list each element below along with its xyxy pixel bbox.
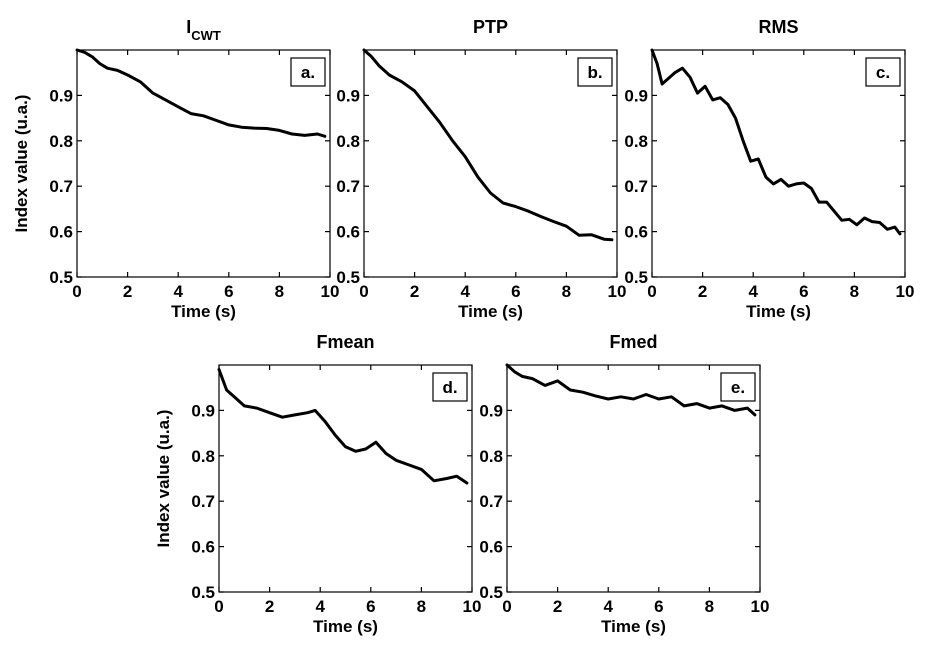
panel-5: 0 2 4 6 8 10 0.5 0.6 0.7 0.8 0.9 Fmed e. Time (s) [479,332,769,636]
x-tick-label: 6 [799,282,808,301]
panel-title: RMS [759,17,799,37]
x-tick-label: 10 [751,597,770,616]
x-tick-label: 8 [417,597,426,616]
y-tick-label: 0.8 [191,447,215,466]
y-tick-label: 0.6 [49,223,73,242]
x-tick-label: 0 [72,282,81,301]
panel-tag: b. [587,63,602,82]
panel-tag: c. [876,63,890,82]
x-axis-label: Time (s) [458,302,523,321]
panel-title-text: I [186,17,191,37]
x-tick-label: 6 [511,282,520,301]
y-axis-label: Index value (u.a.) [12,95,31,233]
y-tick-label: 0.7 [49,177,73,196]
x-tick-label: 0 [647,282,656,301]
panel-title-text: RMS [759,17,799,37]
x-axis-label: Time (s) [601,617,666,636]
y-tick-label: 0.9 [49,86,73,105]
y-tick-label: 0.7 [336,177,360,196]
panel-tag-box [720,372,756,402]
x-tick-label: 4 [603,597,613,616]
x-axis-label: Time (s) [171,302,236,321]
x-tick-label: 0 [359,282,368,301]
x-tick-label: 4 [748,282,758,301]
panel-title: Fmean [316,332,374,352]
panel-tag-box [432,372,468,402]
x-tick-label: 6 [366,597,375,616]
y-tick-label: 0.5 [191,583,215,602]
series-line [650,48,902,236]
y-tick-label: 0.7 [191,492,215,511]
y-tick-label: 0.7 [479,492,503,511]
x-tick-label: 0 [502,597,511,616]
axes-frame [363,49,618,278]
y-tick-label: 0.5 [336,268,360,287]
panel-2: 0 2 4 6 8 10 0.5 0.6 0.7 0.8 0.9 PTP b. Time (s) [336,17,626,321]
axes-frame [76,49,331,278]
panel-title: PTP [473,17,508,37]
x-tick-label: 10 [896,282,915,301]
axes-frame [506,364,761,593]
axes-frame [218,364,473,593]
x-axis-label: Time (s) [746,302,811,321]
series-line [217,368,469,485]
panel-tag-box [290,57,326,87]
y-tick-label: 0.6 [479,538,503,557]
y-tick-label: 0.5 [479,583,503,602]
y-tick-label: 0.9 [191,401,215,420]
x-tick-label: 2 [123,282,132,301]
panel-title: Fmed [609,332,657,352]
series-line [75,48,327,138]
panel-title-text: Fmean [316,332,374,352]
x-tick-label: 8 [275,282,284,301]
panel-4: 0 2 4 6 8 10 0.5 0.6 0.7 0.8 0.9 Fmean d. Time (s) Ind… [154,332,481,636]
x-axis-label: Time (s) [313,617,378,636]
y-tick-label: 0.6 [336,223,360,242]
panel-tag-box [865,57,901,87]
series-line [362,48,614,242]
panel-tag: e. [731,378,745,397]
x-tick-label: 4 [315,597,325,616]
panel-tag-box [577,57,613,87]
panel-title-subscript: CWT [191,28,221,43]
x-tick-label: 4 [173,282,183,301]
y-tick-label: 0.8 [336,132,360,151]
panel-title-text: PTP [473,17,508,37]
x-tick-label: 2 [698,282,707,301]
y-tick-label: 0.5 [624,268,648,287]
x-tick-label: 10 [608,282,627,301]
x-tick-label: 8 [850,282,859,301]
x-tick-label: 10 [321,282,340,301]
x-tick-label: 0 [214,597,223,616]
y-tick-label: 0.9 [479,401,503,420]
panel-title: ICWT [186,17,221,43]
x-tick-label: 6 [654,597,663,616]
y-tick-label: 0.9 [624,86,648,105]
series-line [505,363,757,417]
y-tick-label: 0.6 [624,223,648,242]
y-axis-label: Index value (u.a.) [154,410,173,548]
y-tick-label: 0.9 [336,86,360,105]
x-tick-label: 10 [463,597,482,616]
x-tick-label: 6 [224,282,233,301]
y-tick-label: 0.8 [624,132,648,151]
y-tick-label: 0.5 [49,268,73,287]
axes-frame [651,49,906,278]
x-tick-label: 2 [265,597,274,616]
panel-1: 0 2 4 6 8 10 0.5 0.6 0.7 0.8 0.9 ICWT a. Time (s) Inde… [12,17,339,321]
x-tick-label: 2 [410,282,419,301]
y-tick-label: 0.6 [191,538,215,557]
panel-title-text: Fmed [609,332,657,352]
panel-tag: a. [301,63,315,82]
x-tick-label: 8 [562,282,571,301]
x-tick-label: 2 [553,597,562,616]
panel-3: 0 2 4 6 8 10 0.5 0.6 0.7 0.8 0.9 RMS c. Time (s) [624,17,914,321]
y-tick-label: 0.8 [49,132,73,151]
y-tick-label: 0.8 [479,447,503,466]
y-tick-label: 0.7 [624,177,648,196]
panel-tag: d. [442,378,457,397]
x-tick-label: 4 [460,282,470,301]
x-tick-label: 8 [705,597,714,616]
